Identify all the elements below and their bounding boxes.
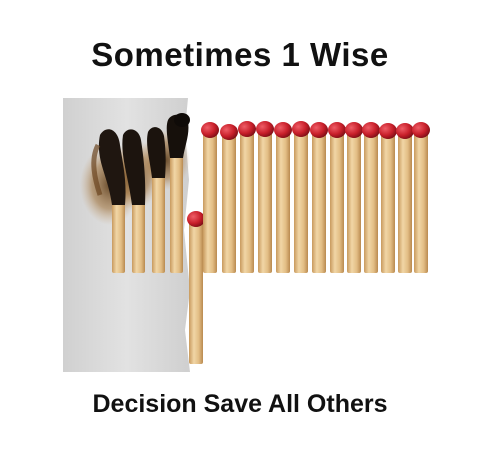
bottom-caption: Decision Save All Others	[92, 390, 388, 418]
unburnt-matches	[201, 121, 430, 273]
removed-match	[187, 211, 205, 364]
top-caption: Sometimes 1 Wise	[91, 36, 389, 73]
burnt-matches	[80, 113, 190, 273]
